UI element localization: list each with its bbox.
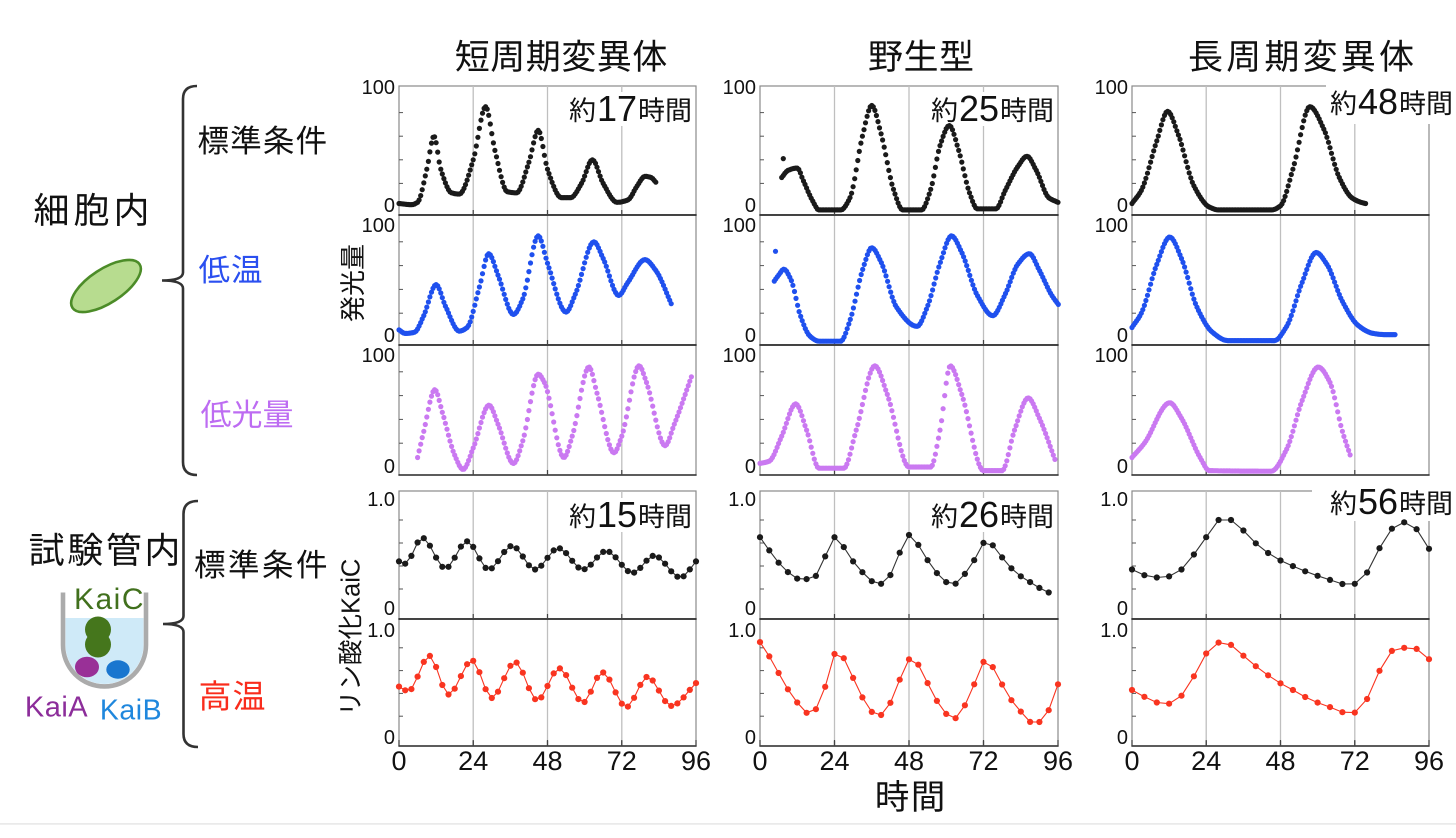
svg-text:0: 0 (745, 195, 756, 217)
svg-text:100: 100 (723, 345, 756, 367)
svg-text:0: 0 (1117, 456, 1128, 478)
svg-text:96: 96 (1043, 746, 1073, 776)
svg-text:100: 100 (362, 215, 395, 237)
svg-text:0: 0 (1117, 325, 1128, 347)
svg-text:100: 100 (1095, 215, 1128, 237)
svg-text:0: 0 (384, 195, 395, 217)
svg-text:24: 24 (819, 746, 849, 776)
svg-text:KaiC: KaiC (74, 583, 145, 616)
svg-text:24: 24 (458, 746, 488, 776)
svg-text:0: 0 (1117, 727, 1128, 749)
svg-text:0: 0 (1117, 598, 1128, 620)
svg-text:100: 100 (723, 215, 756, 237)
svg-text:100: 100 (723, 77, 756, 99)
svg-text:96: 96 (1414, 746, 1444, 776)
svg-text:48: 48 (1358, 81, 1398, 122)
svg-text:0: 0 (1124, 746, 1139, 776)
svg-text:0: 0 (384, 325, 395, 347)
svg-text:1.0: 1.0 (1100, 620, 1128, 642)
svg-text:0: 0 (745, 456, 756, 478)
svg-text:56: 56 (1358, 481, 1398, 522)
svg-text:100: 100 (1095, 77, 1128, 99)
svg-text:25: 25 (959, 88, 999, 129)
svg-text:15: 15 (597, 494, 637, 535)
svg-text:0: 0 (1117, 195, 1128, 217)
svg-text:17: 17 (597, 88, 637, 129)
svg-text:72: 72 (1340, 746, 1370, 776)
svg-text:1.0: 1.0 (1100, 489, 1128, 511)
svg-text:1.0: 1.0 (728, 620, 756, 642)
svg-text:100: 100 (1095, 345, 1128, 367)
svg-text:48: 48 (532, 746, 562, 776)
svg-text:0: 0 (384, 456, 395, 478)
svg-text:0: 0 (752, 746, 767, 776)
svg-text:72: 72 (968, 746, 998, 776)
svg-text:0: 0 (391, 746, 406, 776)
svg-text:100: 100 (362, 345, 395, 367)
svg-text:1.0: 1.0 (367, 489, 395, 511)
svg-text:KaiC: KaiC (338, 559, 366, 614)
svg-text:1.0: 1.0 (728, 489, 756, 511)
svg-text:KaiA: KaiA (25, 692, 88, 724)
svg-text:100: 100 (362, 77, 395, 99)
svg-text:0: 0 (745, 598, 756, 620)
svg-text:48: 48 (1265, 746, 1295, 776)
svg-text:72: 72 (607, 746, 637, 776)
svg-text:0: 0 (745, 727, 756, 749)
svg-text:0: 0 (745, 325, 756, 347)
svg-text:0: 0 (384, 598, 395, 620)
svg-text:96: 96 (681, 746, 711, 776)
svg-text:1.0: 1.0 (367, 620, 395, 642)
svg-text:KaiB: KaiB (100, 695, 162, 727)
svg-text:26: 26 (959, 494, 999, 535)
svg-text:48: 48 (894, 746, 924, 776)
svg-text:24: 24 (1191, 746, 1221, 776)
svg-text:0: 0 (384, 727, 395, 749)
